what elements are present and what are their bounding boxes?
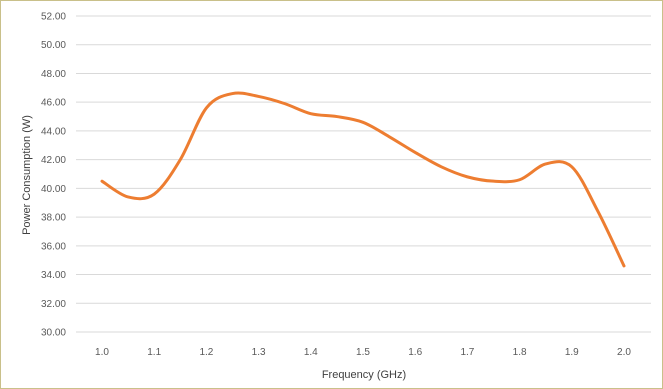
- y-tick-label: 32.00: [41, 299, 66, 310]
- x-tick-label: 1.1: [147, 347, 161, 358]
- x-axis-ticks: 1.0 1.1 1.2 1.3 1.4 1.5 1.6 1.7 1.8 1.9 2.0: [95, 347, 631, 358]
- x-tick-label: 1.4: [304, 347, 318, 358]
- x-tick-label: 2.0: [617, 347, 631, 358]
- y-tick-label: 34.00: [41, 270, 66, 281]
- y-tick-label: 52.00: [41, 12, 66, 23]
- series-line-0: [100, 91, 626, 268]
- y-tick-label: 38.00: [41, 213, 66, 224]
- y-axis-ticks: 30.00 32.00 34.00 36.00 38.00 40.00 42.00 44.00…: [41, 12, 66, 339]
- x-tick-label: 1.0: [95, 347, 109, 358]
- x-tick-label: 1.8: [513, 347, 527, 358]
- y-tick-label: 40.00: [41, 184, 66, 195]
- x-tick-label: 1.5: [356, 347, 370, 358]
- gridlines: [76, 15, 651, 333]
- x-axis-title: Frequency (GHz): [322, 369, 406, 381]
- x-tick-label: 1.6: [408, 347, 422, 358]
- y-tick-label: 36.00: [41, 241, 66, 252]
- y-tick-label: 42.00: [41, 155, 66, 166]
- y-tick-label: 30.00: [41, 328, 66, 339]
- y-tick-label: 46.00: [41, 98, 66, 109]
- x-tick-label: 1.2: [199, 347, 213, 358]
- y-tick-label: 48.00: [41, 69, 66, 80]
- x-tick-label: 1.7: [460, 347, 474, 358]
- y-tick-label: 50.00: [41, 40, 66, 51]
- y-axis-title: Power Consumption (W): [21, 115, 33, 235]
- y-tick-label: 44.00: [41, 126, 66, 137]
- series-group: [100, 91, 626, 268]
- x-tick-label: 1.9: [565, 347, 579, 358]
- x-tick-label: 1.3: [252, 347, 266, 358]
